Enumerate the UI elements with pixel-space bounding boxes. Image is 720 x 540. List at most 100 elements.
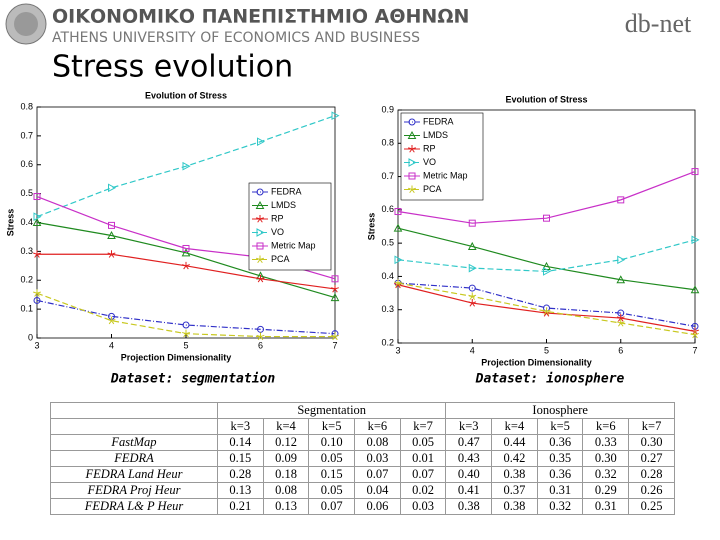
marker <box>690 285 700 294</box>
table-cell: 0.37 <box>491 482 538 499</box>
table-cell: 0.38 <box>491 466 538 483</box>
table-cell: 0.03 <box>399 498 447 515</box>
table-cell: 0.08 <box>262 482 310 499</box>
series-line <box>36 299 336 335</box>
column-header: k=7 <box>628 418 675 435</box>
table-cell: 0.05 <box>308 450 356 467</box>
legend-label: LMDS <box>271 200 296 210</box>
table-cell: 0.07 <box>399 466 447 483</box>
marker <box>257 325 264 333</box>
marker <box>182 321 190 329</box>
table-row: FEDRA Land Heur 0.28 0.18 0.15 0.07 0.07 0.40 0… <box>50 466 675 483</box>
column-header: k=6 <box>354 418 401 435</box>
marker <box>468 284 476 292</box>
marker <box>468 263 477 273</box>
marker <box>256 274 265 283</box>
x-tick-label: 3 <box>34 340 39 350</box>
x-tick-label: 3 <box>395 345 400 355</box>
legend-marker <box>256 188 264 196</box>
table-row: FastMap 0.14 0.12 0.10 0.08 0.05 0.47 0.44 0.36 0… <box>50 434 675 451</box>
y-tick-label: 0.3 <box>20 246 33 256</box>
table-cell: 0.29 <box>582 482 630 499</box>
column-header: k=4 <box>491 418 538 435</box>
table-cell: 0.07 <box>354 466 401 483</box>
column-header: k=7 <box>399 418 447 435</box>
row-label: FEDRA <box>50 450 218 467</box>
table-cell: 0.32 <box>582 466 630 483</box>
legend-label: VO <box>271 227 284 237</box>
y-axis-label: Stress <box>5 209 15 237</box>
column-header: k=3 <box>216 418 264 435</box>
x-axis-label: Projection Dimensionality <box>121 352 232 362</box>
x-tick-label: 6 <box>258 340 263 350</box>
table-cell: 0.15 <box>216 450 264 467</box>
table-cell: 0.30 <box>628 434 675 451</box>
table-cell: 0.31 <box>582 498 630 515</box>
marker <box>33 289 41 297</box>
marker <box>393 223 403 232</box>
legend-label: LMDS <box>423 130 448 140</box>
y-tick-label: 0.3 <box>381 304 394 314</box>
marker <box>691 168 699 176</box>
series-line <box>36 221 336 299</box>
corner <box>50 418 218 435</box>
table-cell: 0.40 <box>445 466 493 483</box>
table-cell: 0.14 <box>216 434 264 451</box>
series-line <box>397 171 696 224</box>
marker <box>394 255 403 265</box>
y-tick-label: 0.1 <box>20 304 33 314</box>
legend-marker <box>256 215 264 223</box>
chart-title: Evolution of Stress <box>145 90 227 100</box>
table-cell: 0.28 <box>216 466 264 483</box>
marker <box>182 261 190 270</box>
y-tick-label: 0.7 <box>20 130 33 140</box>
legend-label: PCA <box>271 254 290 264</box>
legend-label: PCA <box>423 184 442 194</box>
series-line <box>397 239 696 273</box>
x-tick-label: 7 <box>692 345 697 355</box>
series-line <box>36 115 336 218</box>
marker <box>394 208 402 216</box>
legend-marker <box>256 242 264 250</box>
y-tick-label: 0.6 <box>381 204 394 214</box>
table-row: Segmentation Ionosphere <box>50 402 675 419</box>
chart: Evolution of Stress Projection Dimensiona… <box>366 94 700 367</box>
table-row: k=3 k=4 k=5 k=6 k=7 k=3 k=4 k=5 k=6 k=7 <box>50 418 675 435</box>
legend-marker <box>407 130 417 139</box>
column-header: k=4 <box>262 418 310 435</box>
table-cell: 0.04 <box>354 482 401 499</box>
marker <box>543 267 552 276</box>
table-cell: 0.03 <box>354 450 401 467</box>
marker <box>468 219 476 227</box>
legend-marker <box>408 158 417 167</box>
series-line <box>397 282 696 336</box>
y-tick-label: 0.5 <box>20 188 33 198</box>
marker <box>691 235 700 245</box>
series-line <box>397 227 696 291</box>
marker <box>182 161 191 171</box>
table-cell: 0.13 <box>262 498 310 515</box>
table-cell: 0.31 <box>536 482 584 499</box>
legend-marker <box>256 255 264 264</box>
table-cell: 0.38 <box>445 498 493 515</box>
x-tick-label: 4 <box>470 345 475 355</box>
university-greek: ΟΙΚΟΝΟΜΙΚΟ ΠΑΝΕΠΙΣΤΗΜΙΟ ΑΘΗΝΩΝ <box>52 6 469 28</box>
legend-marker <box>408 118 416 126</box>
legend-marker <box>408 172 416 180</box>
marker <box>182 244 190 252</box>
y-tick-label: 0.6 <box>20 159 33 169</box>
marker <box>467 241 477 250</box>
table-cell: 0.12 <box>262 434 310 451</box>
slide-title: Stress evolution <box>52 50 293 85</box>
group-header: Ionosphere <box>445 402 675 419</box>
table-cell: 0.32 <box>536 498 584 515</box>
marker <box>33 212 42 222</box>
marker <box>691 327 699 335</box>
x-axis-label: Projection Dimensionality <box>481 357 592 367</box>
table-cell: 0.05 <box>308 482 356 499</box>
table-cell: 0.21 <box>216 498 264 515</box>
table-cell: 0.43 <box>445 450 493 467</box>
marker <box>33 193 41 201</box>
column-header: k=6 <box>582 418 630 435</box>
